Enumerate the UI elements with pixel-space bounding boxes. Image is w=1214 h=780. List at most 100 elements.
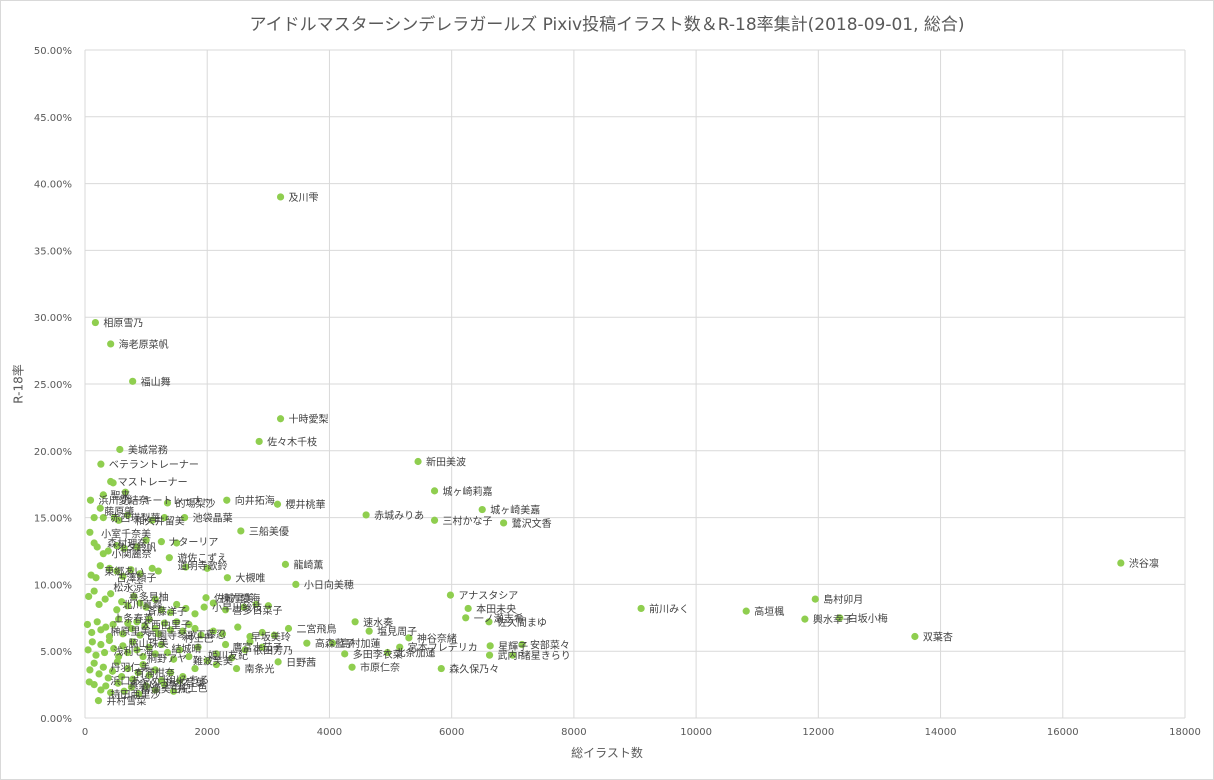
data-point (170, 655, 178, 663)
data-point (176, 676, 184, 685)
point-label: 白坂小梅 (848, 612, 888, 625)
data-point (136, 631, 144, 639)
data-point (163, 648, 172, 657)
data-point (157, 640, 165, 649)
data-point (223, 574, 231, 582)
data-point (281, 560, 290, 568)
point-label: 東郷あい (104, 565, 144, 578)
point-label: 北条加蓮 (396, 647, 436, 660)
data-point (139, 652, 147, 661)
data-point (118, 672, 126, 681)
data-point (203, 564, 211, 572)
point-label: 安部菜々 (530, 639, 570, 652)
data-point (157, 606, 165, 614)
data-point (145, 643, 153, 651)
data-point (221, 640, 230, 649)
data-point (124, 664, 132, 673)
point-label: 村上巴 (184, 632, 214, 645)
data-point (191, 624, 199, 633)
data-point (94, 697, 103, 705)
data-point (836, 614, 844, 622)
data-point (107, 590, 115, 598)
y-tick-label: 0.00% (40, 714, 72, 725)
data-point (209, 627, 217, 635)
point-label: 松永涼 (113, 581, 143, 594)
data-point (118, 598, 126, 606)
data-point (234, 623, 242, 631)
data-point (119, 630, 127, 638)
point-label: 大西由里子 (141, 618, 191, 631)
data-point (129, 377, 137, 385)
point-label: 上条春菜 (113, 612, 153, 625)
point-label: 的場梨沙 (176, 497, 216, 510)
point-label: 依田芳乃 (253, 644, 293, 657)
data-point (101, 595, 109, 603)
data-point (86, 666, 94, 674)
point-label: 梅木音葉 (165, 676, 205, 689)
point-label: 相原雪乃 (103, 317, 143, 330)
data-point (365, 627, 373, 635)
data-point (637, 604, 645, 613)
data-point (102, 623, 110, 631)
data-point (110, 644, 118, 653)
data-point (160, 681, 169, 689)
point-label: オタ鈴帆 (116, 541, 156, 554)
data-point (133, 646, 141, 654)
data-point (88, 638, 96, 646)
point-label: 森久保乃々 (449, 663, 499, 676)
data-point (223, 496, 231, 504)
data-point (509, 651, 517, 659)
point-label: 神谷奈緒 (417, 632, 457, 645)
data-point (437, 664, 445, 673)
point-label: 本田未央 (476, 602, 516, 615)
data-point (119, 572, 127, 580)
data-point (133, 618, 141, 626)
data-point (96, 504, 104, 512)
gridlines (84, 49, 1186, 719)
data-point (911, 632, 919, 641)
point-label: 西園寺琴歌 (147, 629, 197, 642)
data-point (276, 193, 285, 201)
point-label: 池袋晶葉 (193, 512, 233, 525)
point-label: 龍崎薫 (293, 558, 323, 571)
data-point (237, 527, 245, 535)
point-label: 南条光 (245, 663, 275, 676)
data-point (108, 667, 117, 675)
data-point (148, 516, 156, 524)
data-point (120, 544, 128, 552)
point-label: 赤西瑛梨華 (110, 512, 160, 525)
data-point (240, 603, 248, 611)
data-point (811, 595, 819, 603)
data-point (209, 599, 217, 607)
point-label: 浅利七海 (113, 645, 153, 658)
data-point (154, 630, 162, 638)
data-point (121, 488, 129, 496)
data-point (160, 619, 169, 627)
x-tick-label: 10000 (680, 727, 712, 738)
point-label: 渋谷凛 (1129, 557, 1159, 570)
data-point (90, 514, 98, 522)
data-point (151, 650, 159, 658)
data-point (166, 608, 175, 617)
x-tick-label: 16000 (1047, 727, 1079, 738)
data-point (99, 491, 107, 499)
data-point (462, 614, 470, 622)
data-point (430, 516, 439, 524)
data-point (157, 538, 165, 546)
data-point (113, 606, 121, 614)
point-label: 新田美波 (426, 455, 466, 468)
data-point (405, 634, 413, 642)
point-label: 桐野アヤ (147, 652, 187, 665)
data-point (95, 670, 103, 678)
y-tick-label: 30.00% (34, 313, 72, 324)
data-point (160, 514, 169, 522)
data-point (255, 437, 263, 446)
data-point (130, 592, 138, 601)
data-point (191, 610, 199, 618)
point-label: 藤原肇 (104, 505, 134, 518)
data-point (252, 600, 260, 609)
data-point (93, 543, 101, 551)
data-point (105, 636, 114, 645)
point-label: 島村加蓮 (341, 637, 381, 650)
